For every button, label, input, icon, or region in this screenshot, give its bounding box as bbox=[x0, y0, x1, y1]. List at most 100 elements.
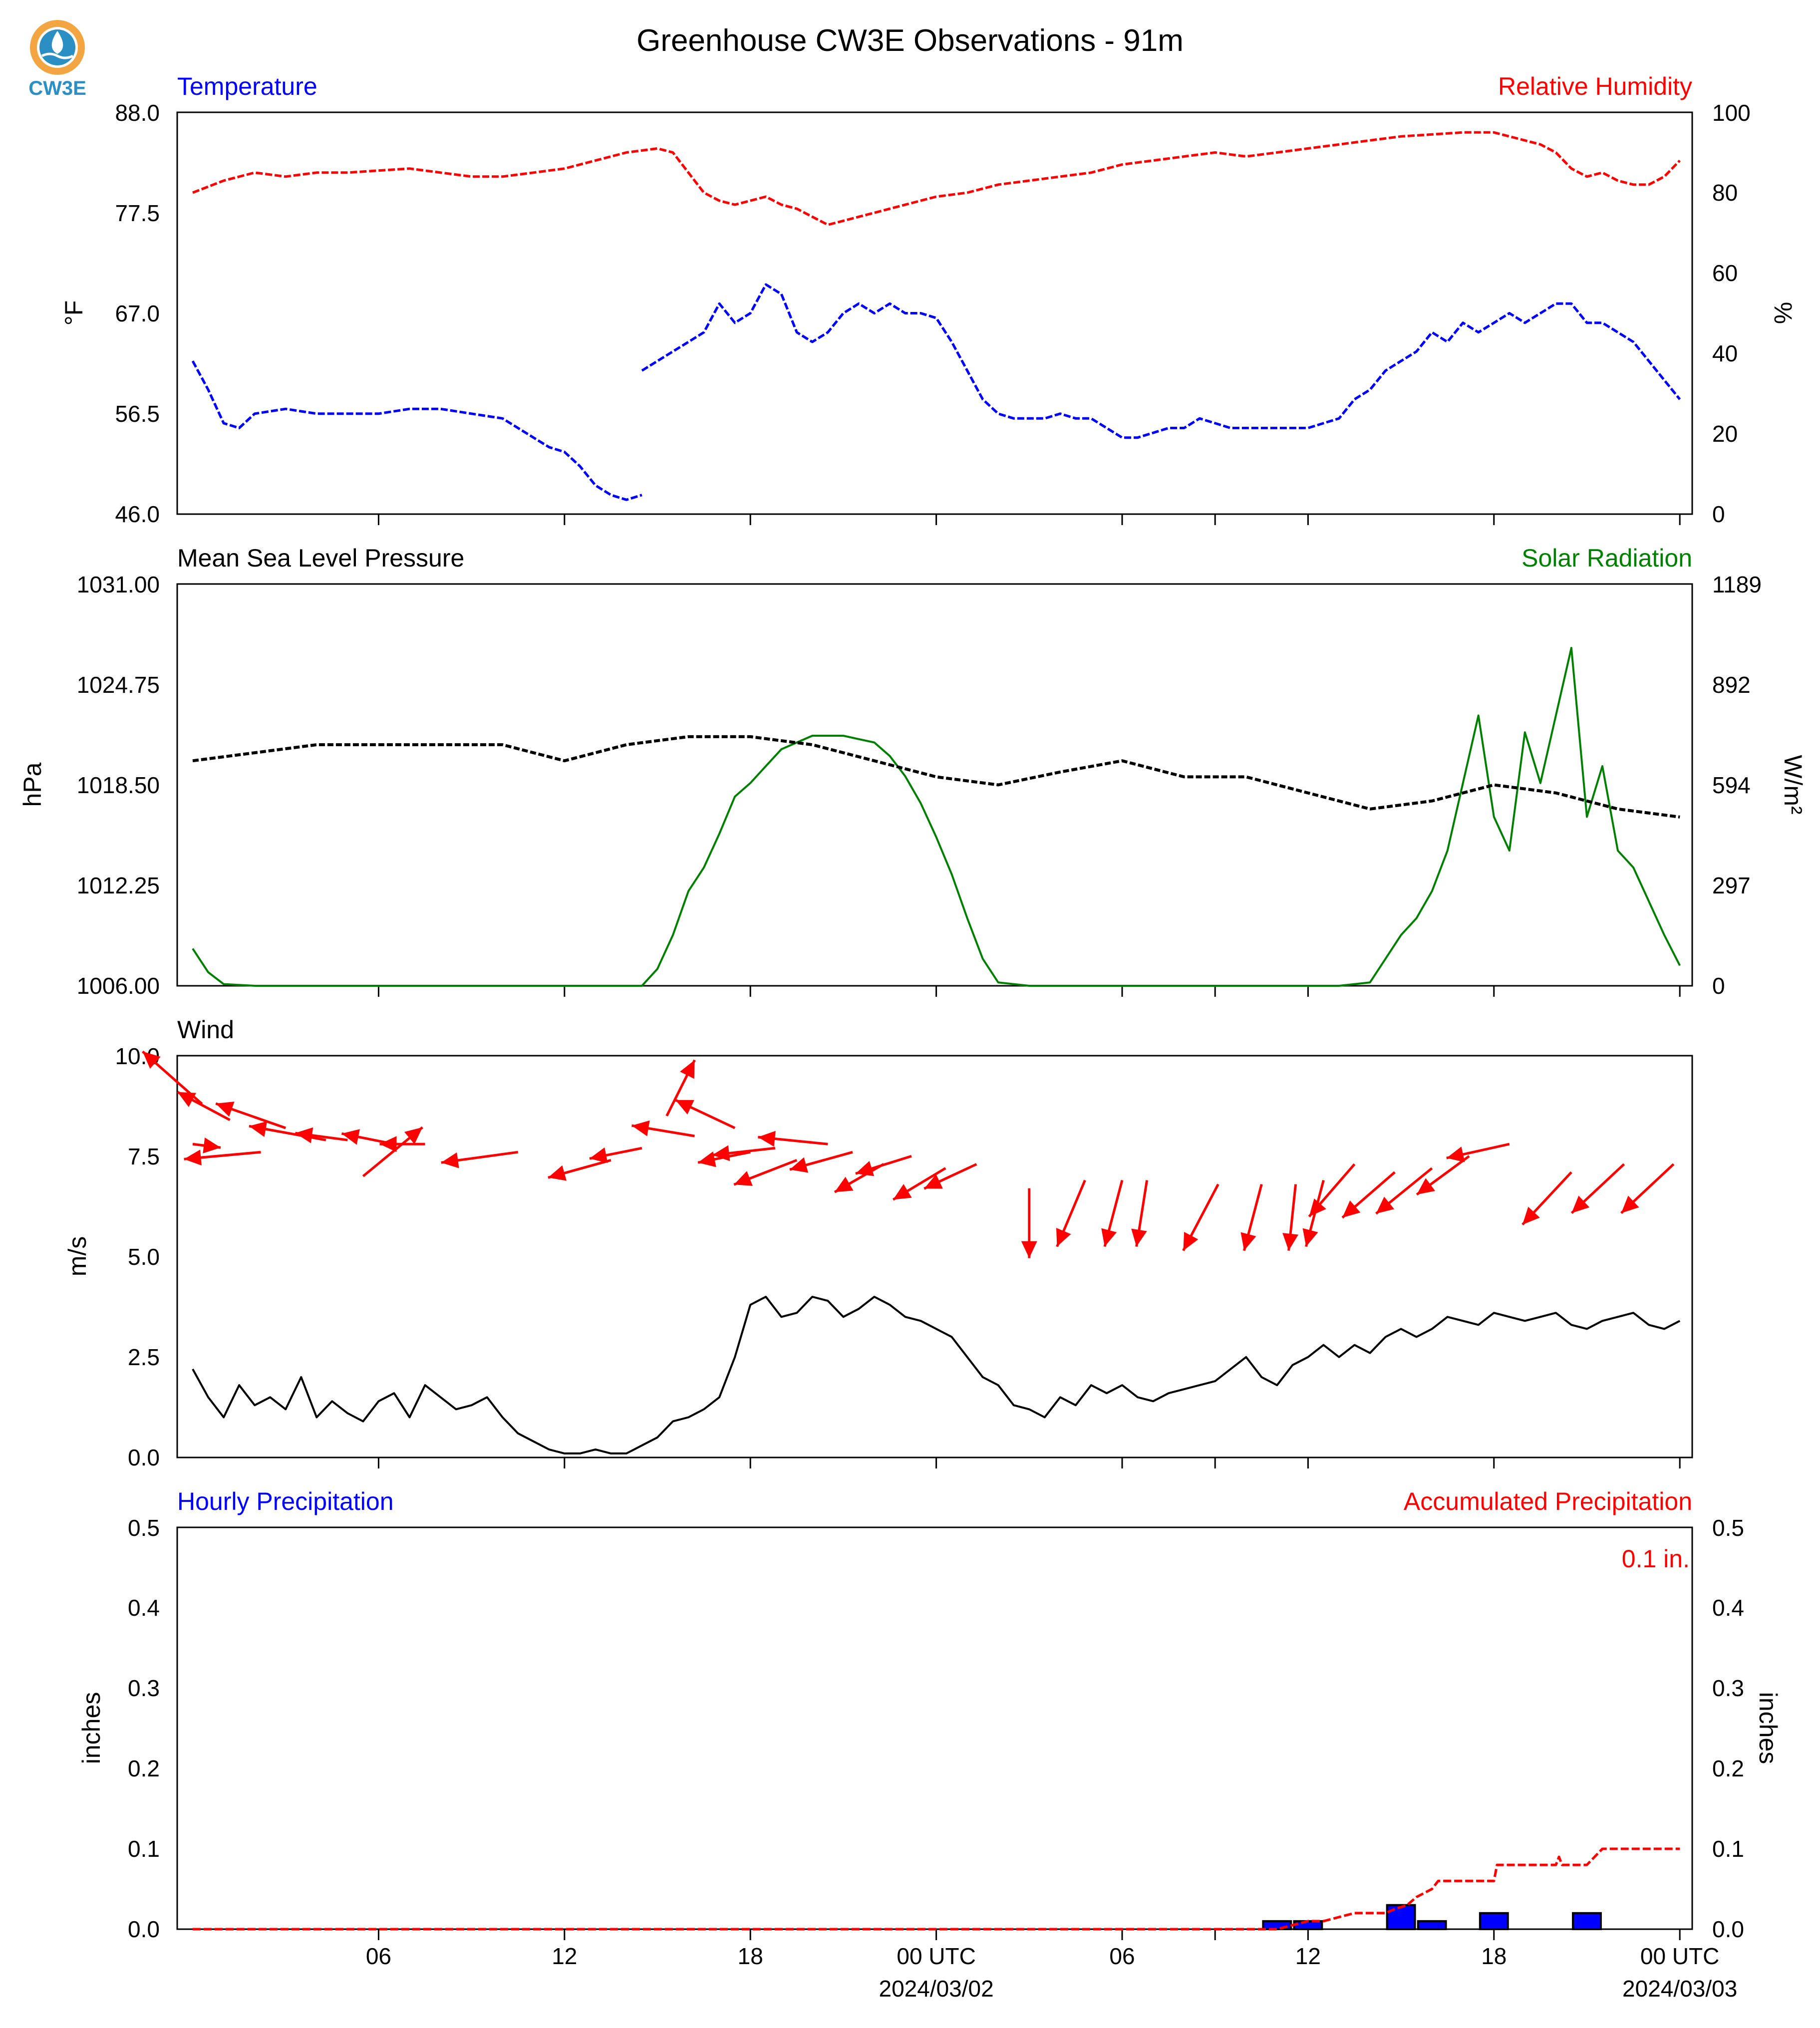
wind-arrow bbox=[834, 1163, 885, 1193]
wind-arrow-head bbox=[142, 1051, 161, 1069]
x-tick-label: 12 bbox=[1295, 1943, 1321, 1969]
wind-arrow bbox=[215, 1102, 287, 1130]
wind-arrow-head bbox=[1056, 1228, 1071, 1247]
precip-tick-label: 0.2 bbox=[128, 1755, 160, 1781]
panel-pressure-solar: Mean Sea Level Pressure Solar Radiation … bbox=[18, 544, 1807, 999]
x-date-label: 2024/03/02 bbox=[879, 1976, 993, 2002]
wind-arrow bbox=[665, 1059, 696, 1117]
wind-arrow-head bbox=[1240, 1232, 1256, 1251]
wind-arrow bbox=[1182, 1183, 1219, 1251]
wind-arrow bbox=[1521, 1171, 1572, 1226]
wind-arrow bbox=[1240, 1183, 1263, 1251]
humidity-tick-label: 20 bbox=[1712, 421, 1738, 447]
wind-arrow-head bbox=[1446, 1147, 1465, 1162]
accum-tick-label: 0.0 bbox=[1712, 1916, 1744, 1942]
wind-arrow bbox=[892, 1167, 946, 1201]
wind-tick-label: 5.0 bbox=[128, 1244, 160, 1270]
temperature-line bbox=[641, 283, 1681, 439]
wind-arrow-head bbox=[1282, 1233, 1299, 1251]
chart-title: Greenhouse CW3E Observations - 91m bbox=[636, 23, 1184, 58]
hourly-precip-bar bbox=[1262, 1920, 1292, 1930]
accum-precip-line bbox=[193, 1847, 1680, 1931]
wind-arrow bbox=[1308, 1163, 1356, 1217]
wind-arrow-head bbox=[712, 1145, 730, 1161]
wind-arrow-head bbox=[184, 1150, 202, 1166]
humidity-tick-label: 80 bbox=[1712, 180, 1738, 206]
wind-arrow-head bbox=[1309, 1198, 1326, 1217]
wind-arrow-head bbox=[680, 1060, 695, 1079]
panel-wind: Wind m/s 0.0 2.5 5.0 7.5 10.0 bbox=[63, 1016, 1693, 1470]
solar-tick-label: 297 bbox=[1712, 872, 1751, 898]
wind-arrow-head bbox=[177, 1092, 197, 1107]
wind-arrow bbox=[1056, 1179, 1086, 1247]
temperature-y-ticks: 46.0 56.5 67.0 77.5 88.0 bbox=[115, 100, 160, 527]
wind-arrow-head bbox=[1101, 1228, 1117, 1247]
hourly-precip-bar bbox=[1479, 1912, 1509, 1931]
solar-tick-label: 1189 bbox=[1712, 572, 1762, 597]
x-tick-label: 12 bbox=[552, 1943, 577, 1969]
x-ticks bbox=[377, 1457, 1681, 1468]
wind-arrow bbox=[362, 1126, 423, 1177]
wind-series bbox=[141, 1050, 1681, 1454]
wind-arrow bbox=[1416, 1155, 1470, 1196]
wind-arrow-head bbox=[1131, 1228, 1147, 1247]
pressure-axis-title: hPa bbox=[18, 762, 46, 807]
accum-tick-label: 0.2 bbox=[1712, 1755, 1744, 1781]
wind-speed-line bbox=[192, 1296, 1681, 1454]
wind-arrow bbox=[789, 1151, 853, 1173]
wind-arrow bbox=[177, 1091, 231, 1122]
wind-arrow-head bbox=[203, 1138, 221, 1154]
wind-arrow bbox=[675, 1099, 736, 1130]
hourly-precip-y-ticks: 0.0 0.1 0.2 0.3 0.4 0.5 bbox=[128, 1515, 160, 1942]
temperature-tick-label: 67.0 bbox=[115, 300, 160, 326]
temperature-axis-title: °F bbox=[60, 300, 88, 326]
pressure-solar-series bbox=[192, 647, 1681, 987]
humidity-tick-label: 40 bbox=[1712, 340, 1738, 366]
wind-arrow bbox=[184, 1150, 261, 1166]
x-axis-labels: 06 12 18 00 UTC 06 12 18 00 UTC 2024/03/02 2024/0… bbox=[366, 1943, 1737, 2002]
temperature-tick-label: 46.0 bbox=[115, 501, 160, 527]
precipitation-series bbox=[193, 1847, 1680, 1931]
panel-frame bbox=[176, 1055, 1693, 1458]
wind-arrow-head bbox=[790, 1157, 809, 1173]
wind-arrow-head bbox=[675, 1100, 694, 1115]
wind-arrow bbox=[1341, 1171, 1396, 1219]
solar-tick-label: 594 bbox=[1712, 772, 1751, 798]
wind-arrow-head bbox=[589, 1147, 608, 1163]
wind-arrow bbox=[548, 1159, 611, 1181]
hourly-precip-bar bbox=[1572, 1912, 1602, 1931]
x-tick-label: 18 bbox=[738, 1943, 763, 1969]
logo-text: CW3E bbox=[28, 77, 86, 99]
wind-arrow-head bbox=[341, 1129, 360, 1145]
solar-tick-label: 0 bbox=[1712, 973, 1725, 999]
water-drop-icon bbox=[51, 31, 63, 54]
accum-tick-label: 0.1 bbox=[1712, 1836, 1744, 1862]
wind-arrow bbox=[1021, 1188, 1037, 1258]
panel-temperature-humidity: Temperature Relative Humidity °F % 46.0 … bbox=[60, 72, 1797, 527]
wind-arrow-head bbox=[216, 1102, 235, 1117]
wind-arrow bbox=[712, 1145, 776, 1161]
solar-tick-label: 892 bbox=[1712, 672, 1751, 698]
wind-arrow bbox=[758, 1131, 828, 1147]
accum-precip-axis-title: inches bbox=[1754, 1692, 1782, 1764]
panel-precipitation: Hourly Precipitation Accumulated Precipi… bbox=[77, 1487, 1782, 2002]
x-tick-label: 18 bbox=[1481, 1943, 1507, 1969]
wind-arrow-head bbox=[893, 1184, 912, 1200]
logo-wave-lines bbox=[41, 52, 74, 59]
x-ticks bbox=[377, 1929, 1681, 1940]
humidity-y-ticks: 0 20 40 60 80 100 bbox=[1712, 100, 1751, 527]
wind-arrow-head bbox=[924, 1174, 943, 1189]
wind-arrow-head bbox=[441, 1152, 459, 1168]
pressure-tick-label: 1012.25 bbox=[77, 872, 160, 898]
wind-arrow bbox=[855, 1155, 912, 1176]
x-tick-label: 06 bbox=[1109, 1943, 1135, 1969]
temperature-line bbox=[191, 360, 642, 501]
wind-tick-label: 7.5 bbox=[128, 1144, 160, 1169]
solar-label: Solar Radiation bbox=[1521, 544, 1692, 572]
wind-arrow-head bbox=[1621, 1195, 1639, 1213]
x-tick-label: 00 UTC bbox=[897, 1943, 975, 1969]
pressure-tick-label: 1006.00 bbox=[77, 973, 160, 999]
wind-arrow bbox=[295, 1127, 348, 1144]
hourly-precip-bar bbox=[1417, 1920, 1447, 1930]
